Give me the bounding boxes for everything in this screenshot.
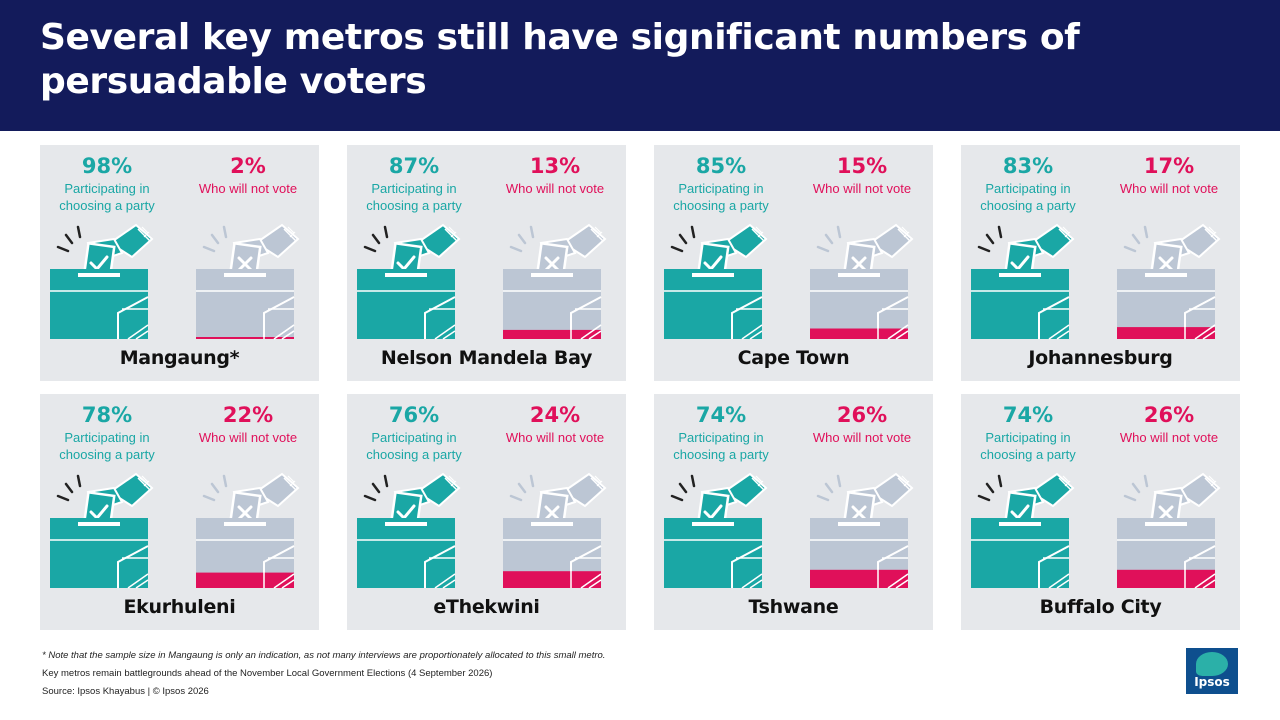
metro-card: 85% Participating in choosing a party 15% W… — [654, 145, 933, 381]
ballot-box-cross-icon — [501, 213, 613, 346]
not-vote-label: Who will not vote — [505, 181, 605, 196]
logo-bubble-icon — [1196, 652, 1228, 676]
not-vote-stat: 17% Who will not vote — [1104, 153, 1234, 197]
not-vote-stat: 13% Who will not vote — [490, 153, 620, 197]
participating-stat: 83% Participating in choosing a party — [963, 153, 1093, 214]
not-vote-label: Who will not vote — [505, 430, 605, 445]
metro-card: 76% Participating in choosing a party 24% W… — [347, 394, 626, 630]
not-vote-stat: 2% Who will not vote — [183, 153, 313, 197]
participating-percent: 83% — [1002, 154, 1054, 178]
participating-label: Participating in choosing a party — [366, 181, 462, 213]
page-title: Several key metros still have significan… — [40, 17, 1080, 102]
not-vote-label: Who will not vote — [198, 181, 298, 196]
ballot-box-check-icon — [969, 213, 1081, 346]
not-vote-fill-bar — [1117, 327, 1215, 339]
metro-name: Nelson Mandela Bay — [380, 347, 593, 369]
participating-percent: 78% — [81, 403, 133, 427]
not-vote-fill-bar — [503, 571, 601, 588]
not-vote-percent: 22% — [222, 403, 274, 427]
ballot-box-cross-icon — [1115, 462, 1227, 595]
ballot-box-check-icon — [662, 213, 774, 346]
not-vote-stat: 24% Who will not vote — [490, 402, 620, 446]
not-vote-percent: 26% — [1143, 403, 1195, 427]
participating-stat: 74% Participating in choosing a party — [656, 402, 786, 463]
metro-name: Cape Town — [737, 347, 850, 369]
metro-card: 78% Participating in choosing a party 22% W… — [40, 394, 319, 630]
metro-grid: 98% Participating in choosing a party 2% Wh… — [40, 145, 1240, 632]
ballot-box-cross-icon — [808, 213, 920, 346]
not-vote-stat: 26% Who will not vote — [797, 402, 927, 446]
participating-label: Participating in choosing a party — [59, 430, 155, 462]
metro-name: Mangaung* — [119, 347, 240, 369]
ballot-box-cross-icon — [808, 462, 920, 595]
ballot-box-cross-icon — [1115, 213, 1227, 346]
participating-stat: 98% Participating in choosing a party — [42, 153, 172, 214]
ballot-box-check-icon — [48, 462, 160, 595]
ipsos-logo: Ipsos — [1186, 648, 1238, 694]
not-vote-label: Who will not vote — [1119, 430, 1219, 445]
logo-text: Ipsos — [1194, 675, 1230, 689]
participating-label: Participating in choosing a party — [980, 181, 1076, 213]
not-vote-stat: 15% Who will not vote — [797, 153, 927, 197]
participating-label: Participating in choosing a party — [980, 430, 1076, 462]
footer: * Note that the sample size in Mangaung … — [42, 647, 605, 701]
not-vote-stat: 22% Who will not vote — [183, 402, 313, 446]
not-vote-fill-bar — [196, 337, 294, 339]
participating-percent: 85% — [695, 154, 747, 178]
metro-name: Ekurhuleni — [123, 596, 236, 618]
not-vote-fill-bar — [810, 569, 908, 588]
metro-name: Tshwane — [748, 596, 839, 618]
metro-card: 98% Participating in choosing a party 2% Wh… — [40, 145, 319, 381]
metro-card: 74% Participating in choosing a party 26% W… — [961, 394, 1240, 630]
ballot-box-check-icon — [355, 213, 467, 346]
participating-label: Participating in choosing a party — [673, 430, 769, 462]
ballot-box-check-icon — [969, 462, 1081, 595]
participating-percent: 74% — [695, 403, 747, 427]
participating-percent: 87% — [388, 154, 440, 178]
not-vote-percent: 2% — [230, 154, 266, 178]
participating-percent: 76% — [388, 403, 440, 427]
not-vote-fill-bar — [1117, 569, 1215, 588]
footnote: * Note that the sample size in Mangaung … — [42, 650, 606, 661]
not-vote-stat: 26% Who will not vote — [1104, 402, 1234, 446]
participating-label: Participating in choosing a party — [673, 181, 769, 213]
not-vote-percent: 13% — [529, 154, 581, 178]
not-vote-fill-bar — [196, 572, 294, 588]
not-vote-fill-bar — [503, 329, 601, 339]
participating-stat: 78% Participating in choosing a party — [42, 402, 172, 463]
not-vote-label: Who will not vote — [812, 181, 912, 196]
metro-card: 83% Participating in choosing a party 17% W… — [961, 145, 1240, 381]
participating-stat: 87% Participating in choosing a party — [349, 153, 479, 214]
ballot-box-check-icon — [48, 213, 160, 346]
not-vote-label: Who will not vote — [812, 430, 912, 445]
metro-card: 87% Participating in choosing a party 13% W… — [347, 145, 626, 381]
footer-context: Key metros remain battlegrounds ahead of… — [42, 668, 493, 679]
metro-name: eThekwini — [433, 596, 540, 618]
participating-stat: 85% Participating in choosing a party — [656, 153, 786, 214]
not-vote-percent: 17% — [1143, 154, 1195, 178]
not-vote-label: Who will not vote — [198, 430, 298, 445]
footer-source: Source: Ipsos Khayabus | © Ipsos 2026 — [42, 686, 209, 697]
ballot-box-cross-icon — [501, 462, 613, 595]
metro-name: Buffalo City — [1039, 596, 1162, 618]
not-vote-percent: 15% — [836, 154, 888, 178]
not-vote-fill-bar — [810, 328, 908, 339]
not-vote-percent: 24% — [529, 403, 581, 427]
not-vote-percent: 26% — [836, 403, 888, 427]
not-vote-label: Who will not vote — [1119, 181, 1219, 196]
ballot-box-cross-icon — [194, 213, 306, 346]
ballot-box-check-icon — [662, 462, 774, 595]
participating-stat: 76% Participating in choosing a party — [349, 402, 479, 463]
header-banner: Several key metros still have significan… — [0, 0, 1280, 131]
participating-stat: 74% Participating in choosing a party — [963, 402, 1093, 463]
metro-name: Johannesburg — [1028, 347, 1173, 369]
ballot-box-check-icon — [355, 462, 467, 595]
participating-label: Participating in choosing a party — [366, 430, 462, 462]
participating-percent: 98% — [81, 154, 133, 178]
participating-label: Participating in choosing a party — [59, 181, 155, 213]
participating-percent: 74% — [1002, 403, 1054, 427]
ballot-box-cross-icon — [194, 462, 306, 595]
metro-card: 74% Participating in choosing a party 26% W… — [654, 394, 933, 630]
